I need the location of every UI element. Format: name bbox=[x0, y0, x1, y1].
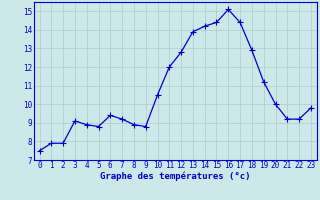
X-axis label: Graphe des températures (°c): Graphe des températures (°c) bbox=[100, 172, 251, 181]
